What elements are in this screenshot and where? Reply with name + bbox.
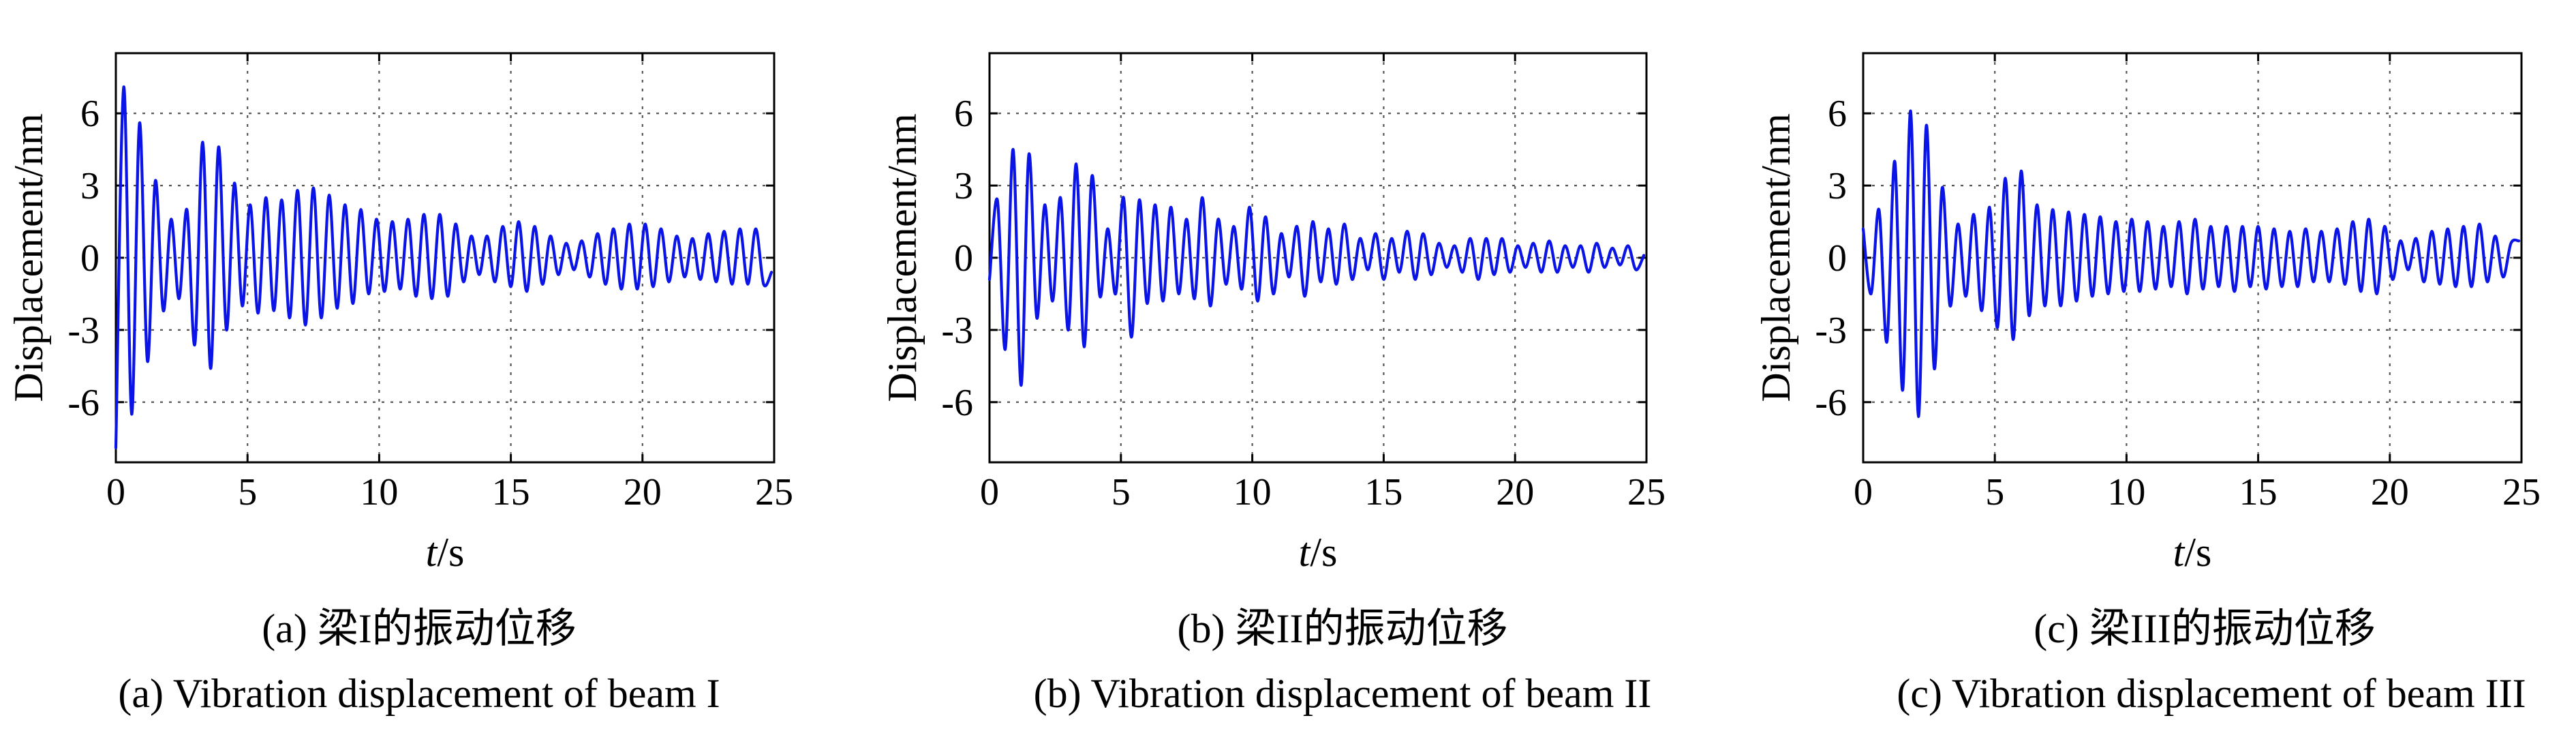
panel-c: 0 5 10 15 20 25 -6 -3 0 3 6 Displacement/nm t/s (c… [1753, 52, 2541, 716]
y-tick-label: 6 [80, 93, 99, 135]
x-axis-label-var-c: t [2173, 530, 2186, 575]
y-tick-label: -3 [941, 310, 973, 352]
y-axis-label-b: Displacement/nm [880, 113, 925, 402]
x-axis-label-var-b: t [1299, 530, 1311, 575]
x-tick-label: 25 [2502, 471, 2541, 513]
y-tick-label: -3 [1815, 310, 1847, 352]
x-tick-label: 20 [1496, 471, 1534, 513]
y-tick-label: 0 [1828, 237, 1847, 280]
y-tick-label: 3 [1828, 165, 1847, 207]
x-tick-label: 10 [2107, 471, 2145, 513]
y-tick-label: -6 [1815, 382, 1847, 424]
x-tick-label: 20 [2371, 471, 2409, 513]
y-axis-label-c: Displacement/nm [1753, 113, 1798, 402]
y-tick-label: 0 [954, 237, 973, 280]
y-axis-label-a: Displacement/nm [6, 113, 51, 402]
tick-labels-c: 0 5 10 15 20 25 -6 -3 0 3 6 [1815, 93, 2541, 513]
x-tick-label: 25 [755, 471, 793, 513]
x-tick-label: 25 [1627, 471, 1666, 513]
x-tick-label: 15 [492, 471, 530, 513]
y-tick-label: 6 [1828, 93, 1847, 135]
x-axis-label-var-a: t [426, 530, 438, 575]
series-line-b [987, 148, 1646, 387]
x-axis-label-c: t/s [2173, 530, 2212, 575]
x-tick-label: 5 [1985, 471, 2004, 513]
y-tick-label: 3 [954, 165, 973, 207]
x-axis-label-unit-a: /s [437, 530, 464, 575]
y-tick-label: -6 [67, 382, 99, 424]
panel-a: 0 5 10 15 20 25 -6 -3 0 3 6 Displacement/nm t/s (a… [6, 52, 793, 716]
y-tick-label: 6 [954, 93, 973, 135]
y-tick-label: 0 [80, 237, 99, 280]
panel-b: 0 5 10 15 20 25 -6 -3 0 3 6 Displacement/nm t/s (b… [880, 52, 1666, 716]
x-axis-label-unit-b: /s [1310, 530, 1337, 575]
tick-labels-b: 0 5 10 15 20 25 -6 -3 0 3 6 [941, 93, 1666, 513]
series-line-a [114, 85, 773, 449]
tick-labels-a: 0 5 10 15 20 25 -6 -3 0 3 6 [67, 93, 793, 513]
y-tick-label: -6 [941, 382, 973, 424]
x-tick-label: 15 [1364, 471, 1402, 513]
caption-en-c: (c) Vibration displacement of beam III [1897, 671, 2526, 716]
x-tick-label: 0 [1854, 471, 1873, 513]
x-tick-label: 5 [238, 471, 257, 513]
y-tick-label: 3 [80, 165, 99, 207]
ticks-c [1862, 53, 2523, 462]
caption-en-a: (a) Vibration displacement of beam I [118, 671, 720, 716]
caption-zh-c: (c) 梁III的振动位移 [2034, 606, 2376, 651]
x-axis-label-b: t/s [1299, 530, 1338, 575]
x-tick-label: 5 [1111, 471, 1131, 513]
x-axis-label-unit-c: /s [2184, 530, 2211, 575]
x-tick-label: 0 [980, 471, 999, 513]
x-tick-label: 0 [106, 471, 125, 513]
caption-zh-b: (b) 梁II的振动位移 [1178, 606, 1508, 651]
y-tick-label: -3 [67, 310, 99, 352]
x-tick-label: 15 [2239, 471, 2278, 513]
x-tick-label: 10 [1233, 471, 1272, 513]
caption-zh-a: (a) 梁I的振动位移 [262, 606, 577, 651]
caption-en-b: (b) Vibration displacement of beam II [1034, 671, 1652, 716]
x-tick-label: 20 [624, 471, 662, 513]
x-axis-label-a: t/s [426, 530, 465, 575]
x-tick-label: 10 [360, 471, 398, 513]
series-line-c [1861, 109, 2521, 419]
